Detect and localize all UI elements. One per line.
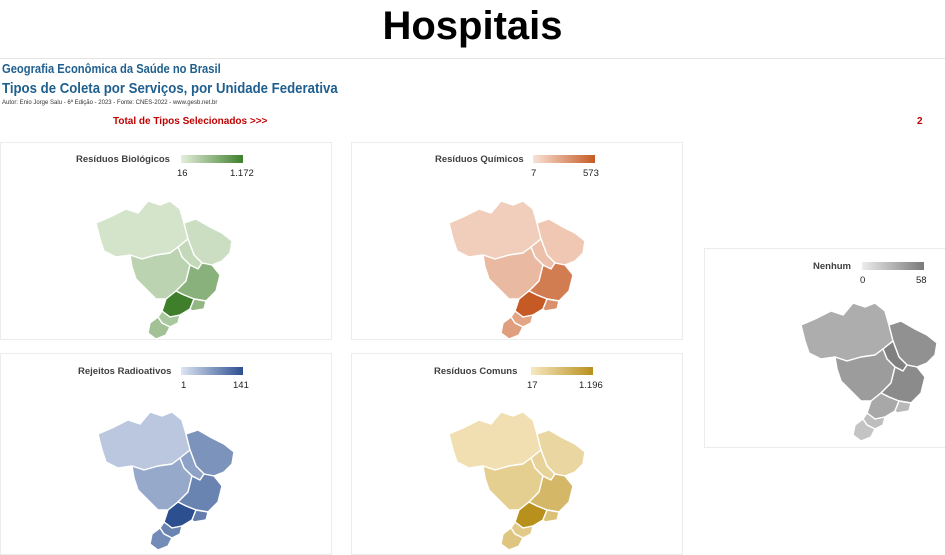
page-title: Hospitais — [382, 4, 563, 48]
legend-max: 58 — [916, 275, 927, 286]
legend-min: 0 — [860, 275, 866, 286]
author-credit: Autor: Enio Jorge Salu - 6ª Edição - 202… — [2, 100, 218, 106]
legend-max: 1.196 — [579, 380, 603, 391]
legend-min: 1 — [181, 380, 187, 391]
legend-min: 16 — [177, 168, 188, 179]
region-rs — [852, 418, 876, 442]
region-mg — [177, 473, 223, 513]
report-title: Tipos de Coleta por Serviços, por Unidad… — [2, 80, 338, 97]
legend-gradient — [181, 367, 243, 375]
legend-gradient — [533, 155, 595, 163]
total-selected-value: 2 — [917, 116, 923, 127]
region-rs — [149, 527, 173, 551]
region-rj — [191, 509, 209, 523]
legend-max: 573 — [583, 168, 599, 179]
map-title: Resíduos Químicos — [435, 154, 524, 165]
region-rj — [189, 298, 207, 312]
legend-gradient — [531, 367, 593, 375]
region-rj — [542, 509, 560, 523]
region-mg — [528, 473, 574, 513]
brazil-map — [800, 302, 938, 442]
map-panel-comuns: Resíduos Comuns 17 1.196 — [351, 353, 683, 555]
legend-gradient — [862, 262, 924, 270]
legend-max: 1.172 — [230, 168, 254, 179]
legend-min: 17 — [527, 380, 538, 391]
legend-gradient — [181, 155, 243, 163]
map-panel-radioativos: Rejeitos Radioativos 1 141 — [0, 353, 332, 555]
region-rs — [500, 527, 524, 551]
region-mg — [175, 262, 221, 302]
total-selected-label: Total de Tipos Selecionados >>> — [113, 116, 268, 127]
region-rj — [542, 298, 560, 312]
region-mg — [880, 364, 926, 404]
brazil-map — [448, 200, 586, 340]
brazil-map — [448, 411, 586, 551]
brazil-map — [95, 200, 233, 340]
region-mg — [528, 262, 574, 302]
map-panel-quimicos: Resíduos Químicos 7 573 — [351, 142, 683, 340]
legend-max: 141 — [233, 380, 249, 391]
region-rj — [894, 400, 912, 414]
map-title: Rejeitos Radioativos — [78, 366, 172, 377]
map-title: Resíduos Comuns — [434, 366, 518, 377]
map-title: Resíduos Biológicos — [76, 154, 170, 165]
legend-min: 7 — [531, 168, 537, 179]
map-panel-nenhum: Nenhum 0 58 — [704, 248, 945, 448]
map-title: Nenhum — [813, 261, 851, 272]
report-subtitle: Geografia Econômica da Saúde no Brasil — [2, 61, 221, 76]
map-panel-biologicos: Resíduos Biológicos 16 1.172 — [0, 142, 332, 340]
title-divider — [0, 58, 945, 59]
region-rs — [500, 316, 524, 340]
region-rs — [147, 316, 171, 340]
brazil-map — [97, 411, 235, 551]
